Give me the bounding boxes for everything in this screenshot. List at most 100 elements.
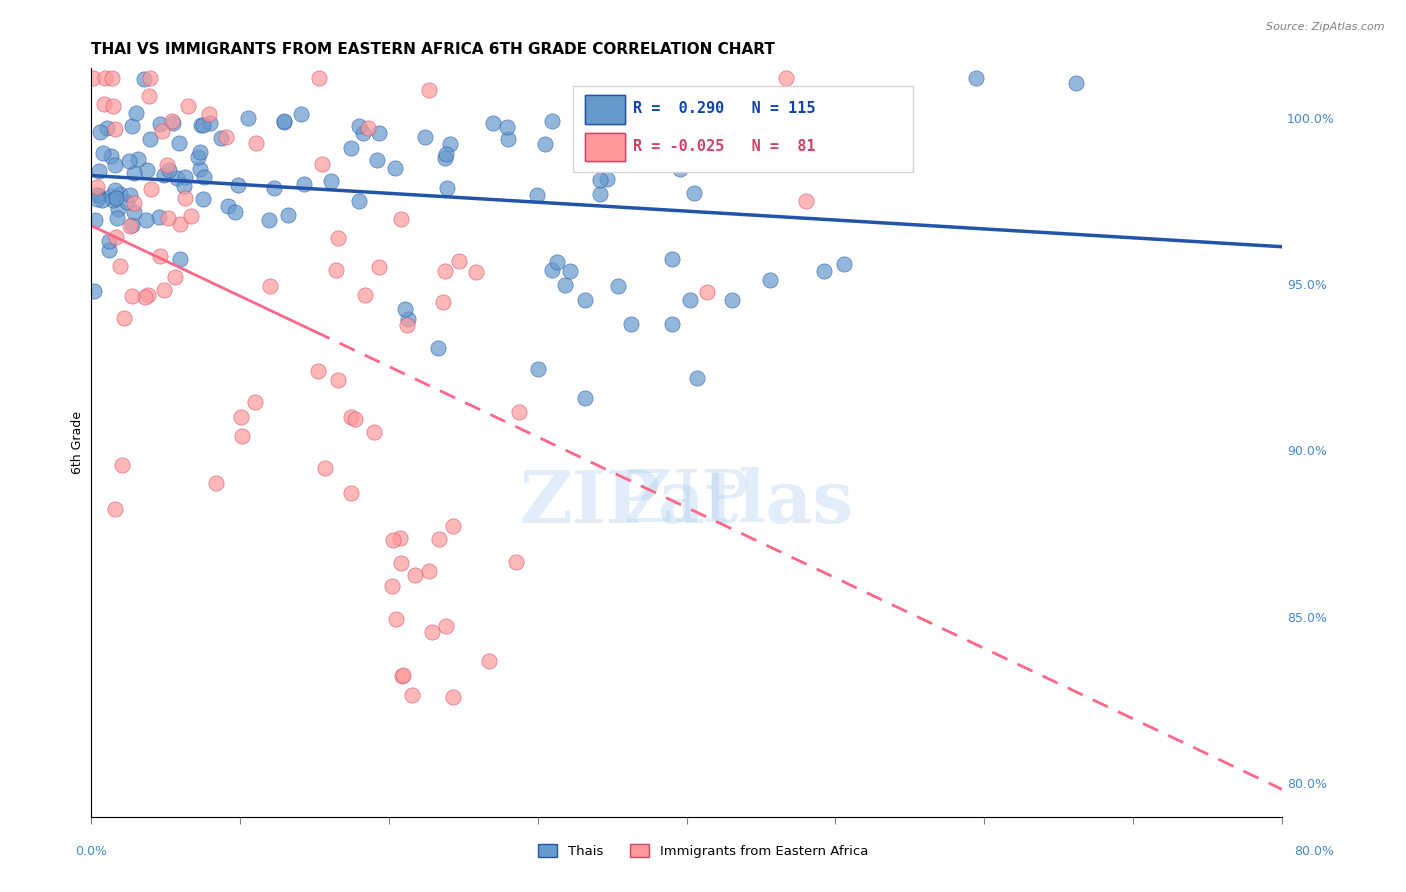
Point [696, 285, 718, 300]
Text: THAI VS IMMIGRANTS FROM EASTERN AFRICA 6TH GRADE CORRELATION CHART: THAI VS IMMIGRANTS FROM EASTERN AFRICA 6… [91, 42, 775, 57]
Point [273, 114, 295, 128]
Point [389, 556, 412, 570]
Point [347, 120, 370, 134]
Point [263, 181, 285, 195]
Point [245, 136, 267, 150]
Point [721, 293, 744, 308]
Point [574, 293, 596, 307]
Point [167, 136, 190, 151]
Point [434, 263, 457, 277]
Point [340, 486, 363, 500]
Point [152, 168, 174, 182]
Y-axis label: 6th Grade: 6th Grade [72, 410, 84, 474]
Point [160, 114, 183, 128]
Point [173, 178, 195, 193]
Point [108, 259, 131, 273]
Point [138, 88, 160, 103]
Point [679, 293, 702, 308]
Point [349, 194, 371, 208]
Point [150, 124, 173, 138]
Point [391, 668, 413, 682]
Point [149, 249, 172, 263]
Point [527, 362, 550, 376]
Point [505, 555, 527, 569]
Point [229, 409, 252, 424]
Point [434, 151, 457, 165]
Point [640, 100, 662, 114]
Point [478, 654, 501, 668]
Point [132, 72, 155, 87]
Point [149, 117, 172, 131]
Point [420, 624, 443, 639]
Point [432, 295, 454, 310]
Point [93, 97, 115, 112]
Text: R = -0.025   N =  81: R = -0.025 N = 81 [633, 139, 815, 153]
Point [436, 146, 458, 161]
Point [441, 690, 464, 705]
Point [389, 211, 412, 226]
Point [277, 209, 299, 223]
Point [607, 278, 630, 293]
Point [104, 191, 127, 205]
Point [226, 178, 249, 193]
Point [575, 132, 598, 146]
Point [366, 153, 388, 167]
Point [86, 187, 108, 202]
Point [83, 284, 105, 298]
Point [104, 229, 127, 244]
Point [661, 252, 683, 267]
Point [384, 161, 406, 175]
Text: 0.0%: 0.0% [76, 846, 107, 858]
Point [87, 187, 110, 202]
Point [434, 619, 457, 633]
Point [813, 264, 835, 278]
Point [120, 187, 142, 202]
Point [496, 120, 519, 134]
Point [162, 116, 184, 130]
Point [188, 145, 211, 159]
Point [198, 106, 221, 120]
Point [314, 461, 336, 475]
Legend: Thais, Immigrants from Eastern Africa: Thais, Immigrants from Eastern Africa [533, 838, 873, 863]
Point [384, 612, 406, 626]
Point [101, 70, 124, 85]
Point [93, 146, 115, 161]
Point [86, 192, 108, 206]
Point [381, 533, 404, 547]
Point [91, 193, 114, 207]
Point [112, 310, 135, 325]
Point [118, 153, 141, 168]
Point [498, 131, 520, 145]
Point [546, 254, 568, 268]
Point [104, 158, 127, 172]
Point [794, 194, 817, 208]
Point [965, 70, 987, 85]
Point [104, 183, 127, 197]
Text: R = -0.025   N =  81: R = -0.025 N = 81 [633, 139, 815, 153]
Point [134, 290, 156, 304]
Point [758, 273, 780, 287]
Point [89, 163, 111, 178]
Point [121, 218, 143, 232]
Point [105, 211, 128, 226]
Point [381, 579, 404, 593]
Bar [585, 95, 624, 124]
Point [526, 188, 548, 202]
Point [94, 70, 117, 85]
Point [103, 193, 125, 207]
Point [775, 70, 797, 85]
Point [413, 130, 436, 145]
Point [339, 409, 361, 424]
Point [447, 254, 470, 268]
Point [257, 213, 280, 227]
Point [508, 405, 530, 419]
Point [176, 99, 198, 113]
Point [166, 171, 188, 186]
Text: ZIP: ZIP [623, 467, 751, 537]
Point [124, 106, 146, 120]
Point [418, 564, 440, 578]
Point [187, 151, 209, 165]
Point [157, 211, 180, 225]
Point [245, 395, 267, 409]
Point [136, 287, 159, 301]
